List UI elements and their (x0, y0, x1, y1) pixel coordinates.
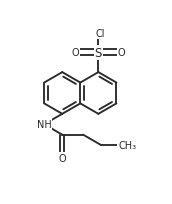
Text: O: O (117, 48, 125, 58)
Text: Cl: Cl (96, 29, 105, 39)
Text: O: O (58, 153, 66, 163)
Text: O: O (72, 48, 79, 58)
Text: S: S (95, 47, 102, 60)
Text: CH₃: CH₃ (118, 140, 136, 150)
Text: NH: NH (37, 120, 52, 130)
